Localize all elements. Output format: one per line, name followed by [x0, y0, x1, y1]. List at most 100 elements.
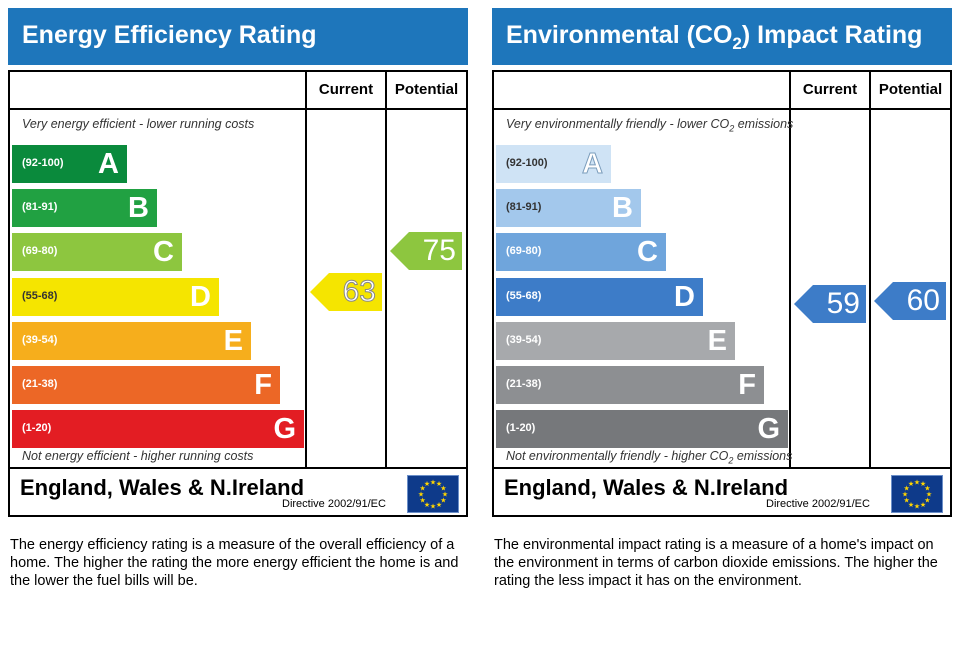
eu-star: ★	[436, 480, 442, 488]
chart-frame: Current Potential Very energy efficient …	[8, 70, 468, 517]
band-range-label: (69-80)	[22, 245, 58, 258]
band-range-label: (55-68)	[22, 289, 58, 302]
eu-stars: ★★★★★★★★★ ★ ★★	[418, 479, 448, 511]
band-letter: C	[637, 236, 658, 269]
band-range-label: (81-91)	[506, 201, 542, 214]
column-header-potential: Potential	[394, 81, 459, 98]
band-range-label: (1-20)	[506, 422, 536, 435]
column-header-current: Current	[802, 81, 858, 98]
band-letter: F	[254, 369, 272, 401]
band-letter: D	[190, 280, 211, 313]
band-range-label: (92-100)	[22, 157, 64, 169]
band-range-label: (1-20)	[22, 422, 52, 435]
band-range-label: (39-54)	[506, 333, 542, 346]
chart-title: Energy Efficiency Rating	[22, 21, 317, 49]
column-header-current: Current	[318, 81, 374, 98]
environmental-impact-chart: Environmental (CO2) Impact Rating Curren…	[492, 8, 952, 518]
chart-title: Environmental (CO2) Impact Rating	[506, 21, 923, 53]
header-divider	[494, 108, 950, 110]
eu-star: ★	[920, 480, 926, 488]
eu-star: ★	[908, 501, 914, 509]
divider-current	[305, 72, 307, 467]
band-range-label: (55-68)	[506, 289, 542, 302]
band-g: (1-20) G	[496, 410, 788, 449]
eu-star: ★	[903, 485, 909, 493]
eu-star: ★	[424, 480, 430, 488]
band-letter: B	[128, 192, 149, 225]
eu-star: ★	[419, 497, 425, 505]
band-b: (81-91) B	[12, 189, 157, 228]
band-range-label: (81-91)	[22, 201, 58, 214]
environmental-description: The environmental impact rating is a mea…	[494, 537, 938, 589]
arrow-shape	[874, 282, 946, 321]
band-b: (81-91) B	[496, 189, 641, 228]
band-range-label: (39-54)	[22, 333, 58, 346]
region-label: England, Wales & N.Ireland	[20, 475, 305, 500]
directive-label: Directive 2002/91/EC	[282, 498, 386, 510]
band-g: (1-20) G	[12, 410, 304, 449]
eu-flag-icon: ★ ★ ★ ★ ★ ★ ★ ★ ★ ★ ★ ★	[891, 475, 943, 513]
band-f: (21-38) F	[12, 366, 280, 404]
band-e: (39-54) E	[496, 321, 735, 360]
band-letter: G	[757, 413, 780, 446]
eu-star: ★	[430, 503, 436, 511]
top-note: Very energy efficient - lower running co…	[22, 117, 255, 131]
band-range-label: (69-80)	[506, 245, 542, 258]
band-range-label: (21-38)	[506, 378, 542, 390]
eu-star: ★	[442, 491, 448, 499]
eu-star: ★	[924, 485, 930, 493]
band-a: (92-100) A	[496, 145, 611, 183]
top-note: Very environmentally friendly - lower CO…	[506, 117, 794, 134]
bottom-note: Not environmentally friendly - higher CO…	[506, 449, 793, 466]
directive-label: Directive 2002/91/EC	[766, 498, 870, 510]
eu-star: ★	[914, 503, 920, 511]
arrow-shape	[310, 273, 382, 311]
band-letter: A	[98, 148, 119, 180]
divider-potential	[869, 72, 871, 467]
arrow-potential: 60	[874, 282, 946, 321]
arrow-value: 75	[422, 233, 456, 267]
arrow-value: 60	[906, 284, 940, 318]
arrow-current: 59	[794, 285, 866, 324]
band-range-label: (21-38)	[22, 378, 58, 390]
band-e: (39-54) E	[12, 321, 251, 360]
eu-star: ★	[440, 497, 446, 505]
eu-star: ★	[926, 491, 932, 499]
eu-stars: ★★★★★★★★★ ★ ★★	[902, 479, 932, 511]
title-bar: Energy Efficiency Rating	[8, 8, 468, 65]
eu-star: ★	[436, 501, 442, 509]
band-letter: D	[674, 280, 695, 313]
arrow-value: 59	[826, 287, 860, 321]
column-header-potential: Potential	[878, 81, 943, 98]
arrow-potential: 75	[390, 231, 462, 270]
eu-star: ★	[924, 497, 930, 505]
band-letter: B	[612, 192, 633, 225]
energy-efficiency-chart: Energy Efficiency Rating Current Potenti…	[8, 8, 468, 518]
band-letter: G	[273, 413, 296, 446]
footer-divider	[494, 467, 950, 469]
region-label: England, Wales & N.Ireland	[504, 475, 789, 500]
band-c: (69-80) C	[496, 233, 666, 272]
eu-star: ★	[903, 497, 909, 505]
eu-star: ★	[902, 491, 908, 499]
bottom-note: Not energy efficient - higher running co…	[22, 449, 254, 463]
footer-divider	[10, 467, 466, 469]
header-divider	[10, 108, 466, 110]
energy-description: The energy efficiency rating is a measur…	[10, 537, 459, 589]
band-c: (69-80) C	[12, 233, 182, 272]
eu-star: ★	[424, 501, 430, 509]
eu-star: ★	[419, 485, 425, 493]
eu-star: ★	[908, 480, 914, 488]
eu-star: ★	[418, 491, 424, 499]
eu-star: ★	[430, 479, 436, 487]
band-a: (92-100) A	[12, 145, 127, 183]
title-bar: Environmental (CO2) Impact Rating	[492, 8, 952, 65]
band-range-label: (92-100)	[506, 157, 548, 169]
arrow-shape	[794, 285, 866, 324]
band-letter: A	[582, 148, 604, 181]
band-d: (55-68) D	[12, 277, 219, 316]
eu-star: ★	[920, 501, 926, 509]
arrow-current: 63	[310, 273, 382, 311]
band-letter: F	[738, 369, 756, 401]
chart-frame: Current Potential Very environmentally f…	[492, 70, 952, 517]
